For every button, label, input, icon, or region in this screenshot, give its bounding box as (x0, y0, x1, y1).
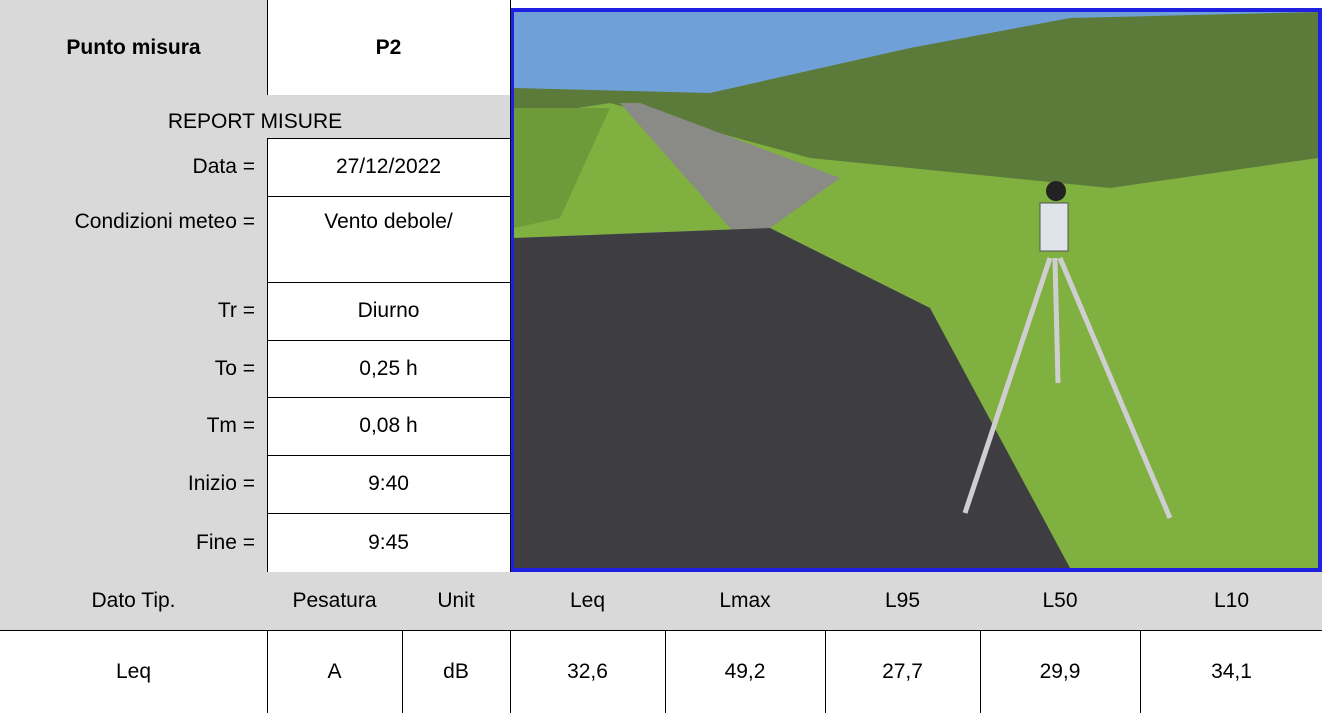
field-label: Condizioni meteo = (0, 196, 268, 283)
column-header: Pesatura (267, 572, 403, 631)
field-value: 27/12/2022 (267, 138, 511, 197)
field-value: Diurno (267, 282, 511, 341)
site-photo (510, 8, 1322, 572)
table-cell: 32,6 (510, 630, 666, 713)
table-cell: 49,2 (665, 630, 826, 713)
column-header: L10 (1140, 572, 1322, 631)
column-header: L50 (980, 572, 1141, 631)
field-label: Inizio = (0, 455, 268, 514)
table-cell: Leq (0, 630, 268, 713)
header-value: P2 (267, 0, 511, 96)
field-value: 0,25 h (267, 340, 511, 398)
field-label: Tr = (0, 282, 268, 341)
table-cell: A (267, 630, 403, 713)
column-header: Lmax (665, 572, 826, 631)
field-value: 9:40 (267, 455, 511, 514)
field-value: Vento debole/ (267, 196, 511, 283)
field-label: Data = (0, 138, 268, 197)
table-cell: 34,1 (1140, 630, 1322, 713)
table-cell: 29,9 (980, 630, 1141, 713)
field-label: Tm = (0, 397, 268, 456)
field-value: 9:45 (267, 513, 511, 573)
field-label: To = (0, 340, 268, 398)
column-header: Unit (402, 572, 511, 631)
field-value: 0,08 h (267, 397, 511, 456)
column-header: L95 (825, 572, 981, 631)
table-cell: 27,7 (825, 630, 981, 713)
field-label: Fine = (0, 513, 268, 573)
table-cell: dB (402, 630, 511, 713)
column-header: Leq (510, 572, 666, 631)
column-header: Dato Tip. (0, 572, 268, 631)
header-label: Punto misura (0, 0, 268, 96)
report-title: REPORT MISURE (0, 95, 511, 139)
